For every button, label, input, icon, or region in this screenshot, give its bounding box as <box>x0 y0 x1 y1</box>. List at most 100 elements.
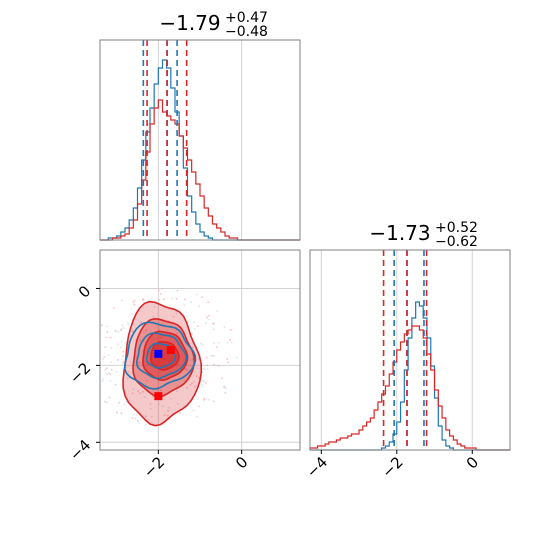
scatter-point <box>93 326 95 328</box>
scatter-point <box>133 299 136 302</box>
scatter-point <box>207 314 210 317</box>
scatter-point <box>196 367 198 370</box>
scatter-point <box>120 412 123 415</box>
scatter-point <box>226 341 229 344</box>
scatter-point <box>175 312 178 315</box>
scatter-point <box>196 325 199 328</box>
scatter-point <box>172 315 175 318</box>
hist1-title-plus: +0.47 <box>225 10 268 26</box>
scatter-point <box>192 409 195 412</box>
scatter-point <box>132 413 135 416</box>
scatter-point <box>123 403 125 406</box>
scatter-point <box>127 323 130 326</box>
scatter-point <box>216 345 218 348</box>
scatter-point <box>110 369 113 371</box>
scatter-point <box>132 301 135 304</box>
scatter-point <box>189 383 192 386</box>
scatter-point <box>118 401 120 404</box>
scatter-point <box>205 322 207 325</box>
scatter-point <box>161 287 164 290</box>
scatter-point <box>175 332 178 335</box>
scatter-point <box>197 357 200 360</box>
scatter-point <box>117 330 120 333</box>
hist2-title-plus: +0.52 <box>435 220 478 236</box>
scatter-point <box>201 385 204 388</box>
contour-blue-level-3 <box>145 342 177 369</box>
scatter-point <box>201 371 204 374</box>
scatter-point <box>212 400 215 403</box>
scatter-point <box>127 322 129 324</box>
scatter-point <box>175 297 178 300</box>
scatter-point <box>121 299 123 302</box>
scatter-point <box>105 367 108 370</box>
scatter-point <box>114 329 117 332</box>
scatter-point <box>157 289 160 292</box>
scatter-point <box>110 346 113 349</box>
scatter-point <box>167 406 170 409</box>
scatter-point <box>204 381 207 384</box>
scatter-point <box>202 359 204 362</box>
scatter-point <box>229 338 232 341</box>
scatter-point <box>227 361 230 364</box>
hist2-title: −1.73 <box>369 221 430 245</box>
scatter-point <box>116 359 119 361</box>
scatter-point <box>216 364 219 367</box>
scatter-point <box>104 369 107 371</box>
hist2-title-minus: −0.62 <box>435 234 478 250</box>
scatter-point <box>207 301 210 304</box>
scatter-point <box>198 305 200 308</box>
scatter-point <box>152 315 155 318</box>
scatter-point <box>226 358 229 360</box>
scatter-point <box>153 306 156 308</box>
scatter-point <box>109 373 112 376</box>
scatter-point <box>190 333 193 335</box>
scatter-point <box>189 359 192 361</box>
scatter-point <box>230 341 233 344</box>
scatter-point <box>95 319 97 321</box>
scatter-point <box>129 373 132 376</box>
scatter-point <box>92 353 94 355</box>
scatter-point <box>183 304 186 307</box>
scatter-point <box>95 332 97 334</box>
scatter-point <box>86 335 88 337</box>
scatter-point <box>217 341 220 344</box>
scatter-point <box>176 390 178 393</box>
scatter-point <box>106 401 109 404</box>
scatter-point <box>143 340 146 343</box>
scatter-point <box>212 342 215 345</box>
scatter-point <box>166 414 169 417</box>
scatter-point <box>171 297 174 300</box>
scatter-point <box>91 375 93 377</box>
scatter-point <box>106 331 109 333</box>
scatter-point <box>163 422 166 425</box>
scatter-point <box>136 419 139 422</box>
scatter-point <box>193 385 196 388</box>
scatter-point <box>120 329 123 331</box>
scatter-point <box>96 373 98 375</box>
scatter-point <box>201 343 204 346</box>
scatter-point <box>120 340 123 343</box>
scatter-point <box>121 358 123 361</box>
scatter-point <box>127 370 130 373</box>
scatter-point <box>199 342 202 345</box>
scatter-point <box>115 331 118 333</box>
scatter-point <box>193 380 195 383</box>
scatter-point <box>162 298 165 301</box>
contour-xtick-label-1: 0 <box>232 453 251 472</box>
scatter-point <box>113 307 115 309</box>
scatter-point <box>224 387 227 389</box>
scatter-point <box>163 414 166 417</box>
scatter-point <box>100 324 103 327</box>
scatter-point <box>130 312 133 315</box>
scatter-point <box>129 361 132 364</box>
scatter-point <box>160 389 162 392</box>
scatter-point <box>144 415 147 418</box>
scatter-point <box>122 350 124 353</box>
scatter-point <box>206 316 208 319</box>
scatter-point <box>89 338 91 340</box>
scatter-point <box>122 355 124 357</box>
hist2-xtick-label-1: −2 <box>378 453 406 481</box>
scatter-point <box>176 403 179 406</box>
scatter-point <box>162 405 164 408</box>
